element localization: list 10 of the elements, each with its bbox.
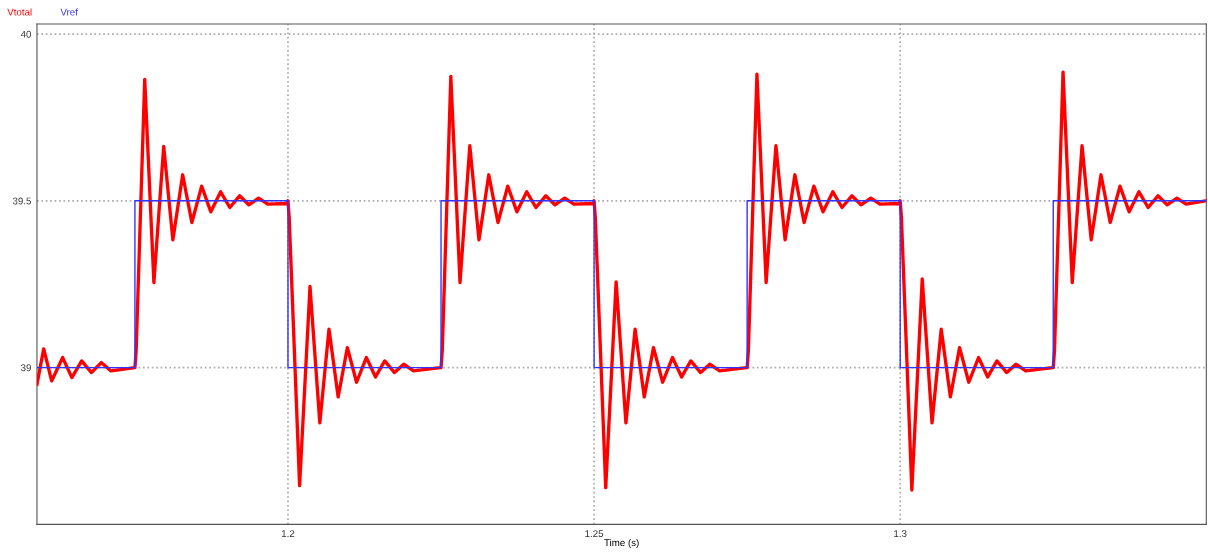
line-series xyxy=(36,70,1207,492)
y-tick-label: 39.5 xyxy=(12,197,31,205)
y-tick-label: 39 xyxy=(20,364,31,372)
x-tick-label: 1.3 xyxy=(894,530,907,538)
x-tick-label: 1.2 xyxy=(281,530,295,537)
text: Vref xyxy=(60,8,78,16)
text: Vtotal xyxy=(7,8,32,16)
y-tick-label: 40 xyxy=(20,30,32,38)
x-tick-label: 1.25 xyxy=(585,530,604,538)
x-axis-title: Time (s) xyxy=(604,538,639,549)
